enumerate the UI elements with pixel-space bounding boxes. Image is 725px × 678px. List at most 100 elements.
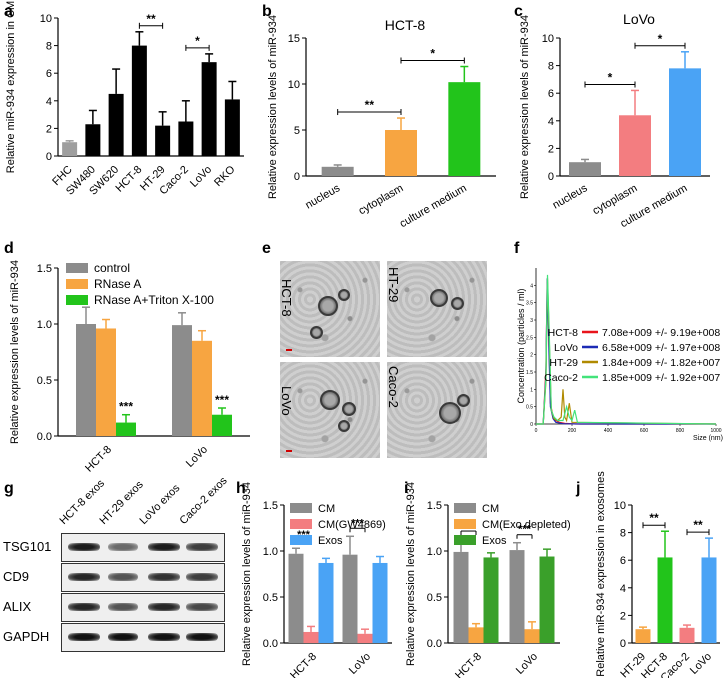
x-tick-label: HCT-8 [83,444,114,475]
legend-label: Caco-2 [544,372,578,384]
panel-b: 0 5 10 15 Relative expression levels of miR-… [267,15,496,230]
y-tick-label: 10 [614,500,626,512]
y-axis-label: Relative expression levels of miR-934 [9,260,21,444]
wb-row-label: ALIX [3,599,32,614]
x-tick-label: HCT-8 [114,164,145,195]
significance-label: ** [693,518,703,532]
y-axis-label: Relative expression levels of miR-934 [519,15,531,199]
wb-band [148,573,180,581]
em-label-caco2: Caco-2 [387,366,401,408]
y-tick-label: 2.5 [526,335,533,341]
wb-row-tsg101 [61,533,225,562]
bar [224,99,240,156]
y-tick-label: 10 [40,13,52,25]
bar [385,130,417,176]
y-tick-label: 2 [46,123,52,135]
panel-c: 0 2 4 6 8 10 Relative expression levels of miR… [519,11,710,230]
significance-label: *** [518,524,532,536]
legend-swatch [454,503,476,513]
significance-label: * [608,70,613,84]
panel-f: 0 0.5 1 1.5 2 2.5 3 3.5 4 0 200 400 600 800 1000 Concen… [516,268,723,442]
x-tick-label: LoVo [688,651,714,677]
y-tick-label: 2 [548,143,554,155]
chart-title: HCT-8 [385,17,426,33]
wb-band [186,603,218,611]
y-tick-label: 8 [548,61,554,73]
panel-a: 0 2 4 6 8 10 Relative miR-934 expression in CM… [5,1,244,198]
bar [669,68,701,176]
bar [569,162,601,176]
bar [524,629,540,643]
y-axis-label: Relative expression levels of miR-934 [267,15,279,199]
bar [357,633,373,643]
panel-letter-d: d [4,240,14,257]
bar [178,121,194,156]
panel-letter-e: e [262,240,271,257]
significance-label: *** [215,393,229,407]
legend-value: 1.85e+009 +/- 1.92e+007 [602,372,720,384]
bar [172,325,192,436]
panel-letter-b: b [262,3,272,20]
legend-swatch [454,519,476,529]
x-tick-label: cytoplasm [357,182,406,217]
y-tick-label: 3 [530,318,533,324]
legend-swatch [290,503,312,513]
x-tick-label: 1000 [710,428,721,434]
wb-row-gapdh [61,623,225,652]
significance-label: ** [146,12,156,26]
legend-label: HCT-8 [548,327,578,339]
bar [201,62,217,156]
em-image-hct8: HCT-8 [280,261,380,357]
y-axis-label: Relative expression levels of miR-934 [405,482,417,666]
y-tick-label: 5 [294,125,300,137]
y-tick-label: 1.5 [263,500,278,512]
wb-band [68,633,100,641]
legend-label: CM [482,503,499,515]
y-tick-label: 4 [46,96,52,108]
significance-label: *** [351,517,365,529]
bar [303,631,319,643]
y-tick-label: 2 [530,353,533,359]
y-tick-label: 1.0 [263,546,278,558]
bar [619,115,651,176]
panel-letter-a: a [4,3,13,20]
legend-swatch [290,519,312,529]
legend-swatch [66,295,88,305]
legend-label: HT-29 [549,357,578,369]
wb-band [68,573,100,581]
bar [448,82,481,176]
wb-band [68,543,100,551]
y-tick-label: 1.0 [37,319,52,331]
x-tick-label: 800 [676,428,685,434]
y-axis-label: Concentration (particles / ml) [516,288,526,403]
panel-i: 0.0 0.5 1.0 1.5 Relative expression levels o… [405,482,571,678]
wb-row-alix [61,593,225,622]
y-tick-label: 0.0 [427,638,442,650]
em-label-hct8: HCT-8 [280,279,294,317]
y-tick-label: 6 [46,68,52,80]
y-tick-label: 8 [620,528,626,540]
bar [212,414,232,436]
y-tick-label: 8 [46,41,52,53]
bar [509,550,525,643]
legend-label: Exos [482,535,507,547]
y-tick-label: 1 [530,387,533,393]
significance-label: * [195,34,200,48]
bar [657,557,673,643]
bar [679,627,695,643]
panel-letter-g: g [4,480,14,497]
y-tick-label: 0.0 [37,431,52,443]
legend-swatch [454,535,476,545]
y-tick-label: 1.0 [427,546,442,558]
panel-j: 0 2 4 6 8 10 Relative miR-934 expression in ex… [595,471,720,678]
legend-label: RNase A+Triton X-100 [94,293,214,307]
y-tick-label: 4 [620,583,626,595]
bar [372,562,388,643]
chart-title: LoVo [623,11,655,27]
bar [342,554,358,643]
x-axis-label: Size (nm) [693,435,723,442]
bar [701,557,717,643]
y-tick-label: 3.5 [526,301,533,307]
legend-label: RNase A [94,277,141,291]
